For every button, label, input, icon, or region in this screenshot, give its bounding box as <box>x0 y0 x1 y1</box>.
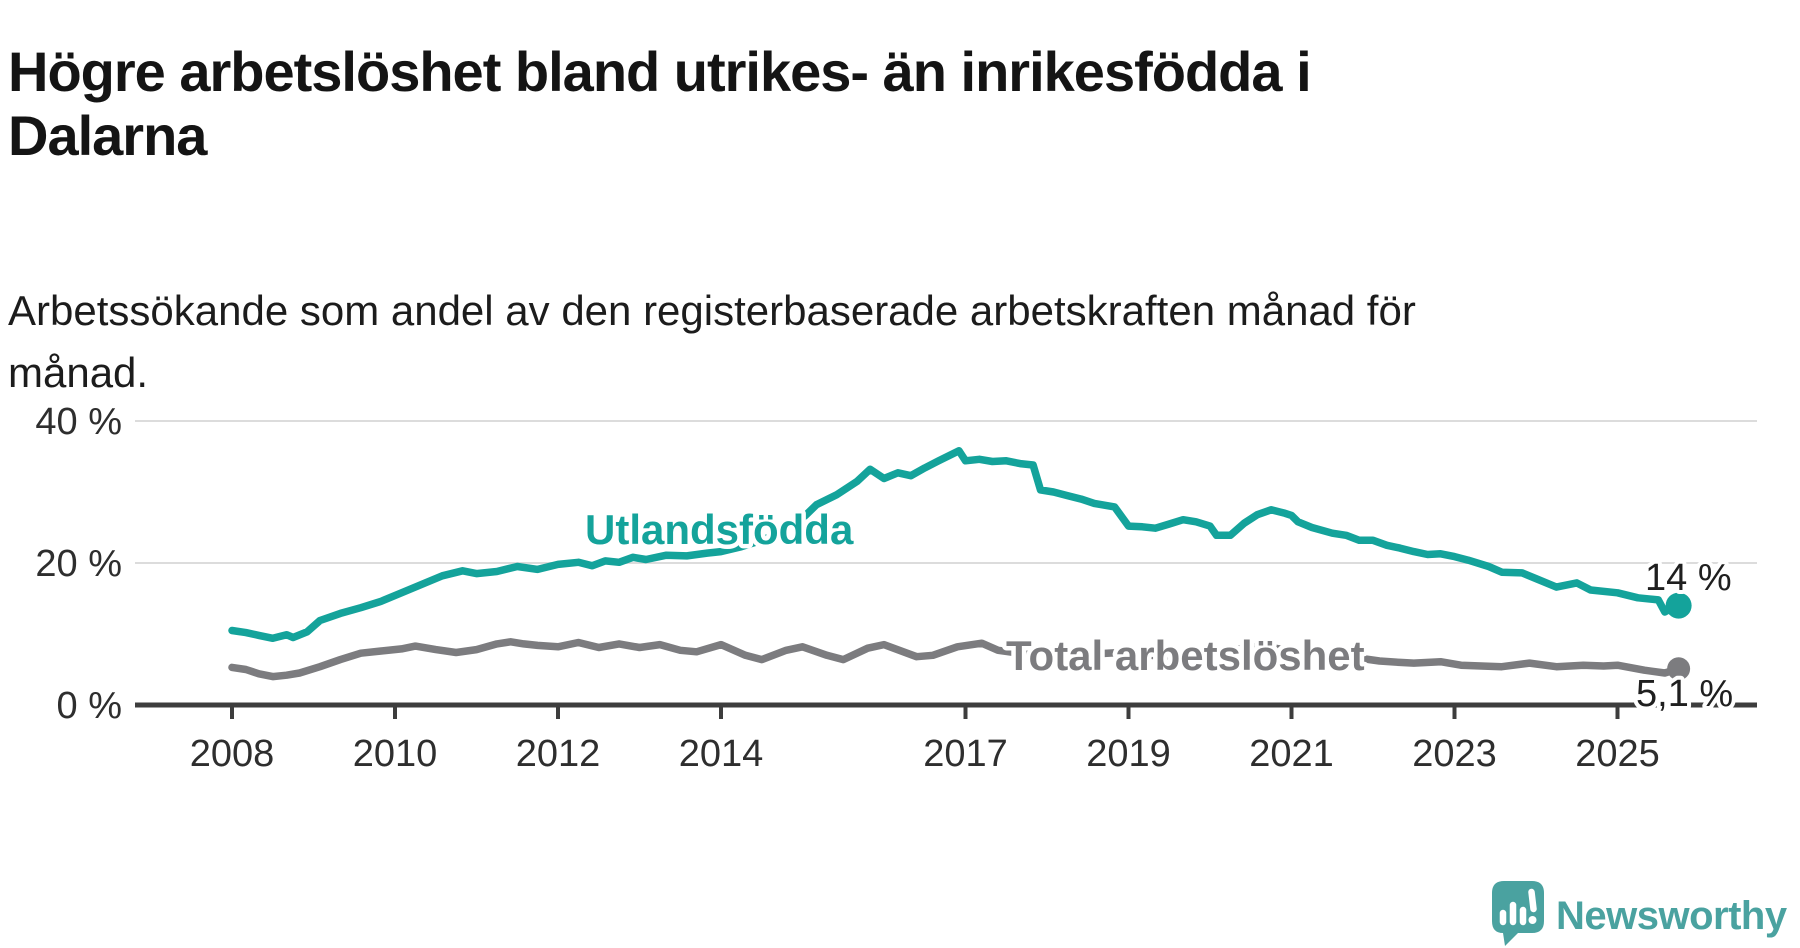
subtitle-line-2: månad. <box>8 349 149 396</box>
y-axis-label-20: 20 % <box>35 543 122 585</box>
x-axis-label-2025: 2025 <box>1575 733 1660 775</box>
newsworthy-logo: Newsworthy <box>1488 876 1800 948</box>
subtitle-line-1: Arbetssökande som andel av den registerb… <box>8 287 1416 334</box>
logo-exclamation-dot <box>1528 916 1537 924</box>
logo-wordmark: Newsworthy <box>1556 894 1788 938</box>
series-label-total: Total arbetslöshet <box>1006 632 1365 679</box>
series-label-utlandsfodda: Utlandsfödda <box>585 506 854 553</box>
series-line-utlandsfodda <box>228 447 1683 643</box>
x-axis-label-2021: 2021 <box>1249 733 1334 775</box>
series-end-dot-total <box>1667 657 1691 681</box>
chart-subtitle: Arbetssökande som andel av den registerb… <box>8 280 1708 404</box>
x-axis-label-2023: 2023 <box>1412 733 1497 775</box>
logo-bar-chart-glyph <box>1499 888 1537 926</box>
title-line-1: Högre arbetslöshet bland utrikes- än inr… <box>8 39 1312 103</box>
x-axis-label-2008: 2008 <box>190 733 275 775</box>
end-value-label-total: 5,1 % <box>1636 673 1733 715</box>
y-axis-label-0: 0 % <box>57 685 122 727</box>
x-axis-label-2012: 2012 <box>516 733 601 775</box>
series-line-total <box>228 638 1683 681</box>
page-title: Högre arbetslöshet bland utrikes- än inr… <box>8 40 1708 168</box>
x-axis-label-2010: 2010 <box>353 733 438 775</box>
series-end-dot-utlandsfodda <box>1665 592 1692 619</box>
end-value-label-utlandsfodda: 14 % <box>1645 557 1732 599</box>
newsworthy-logo-icon <box>1492 881 1544 946</box>
x-axis-label-2017: 2017 <box>923 733 1008 775</box>
x-axis-label-2019: 2019 <box>1086 733 1171 775</box>
title-line-2: Dalarna <box>8 103 207 167</box>
x-axis-label-2014: 2014 <box>679 733 764 775</box>
y-axis-label-40: 40 % <box>35 401 122 443</box>
